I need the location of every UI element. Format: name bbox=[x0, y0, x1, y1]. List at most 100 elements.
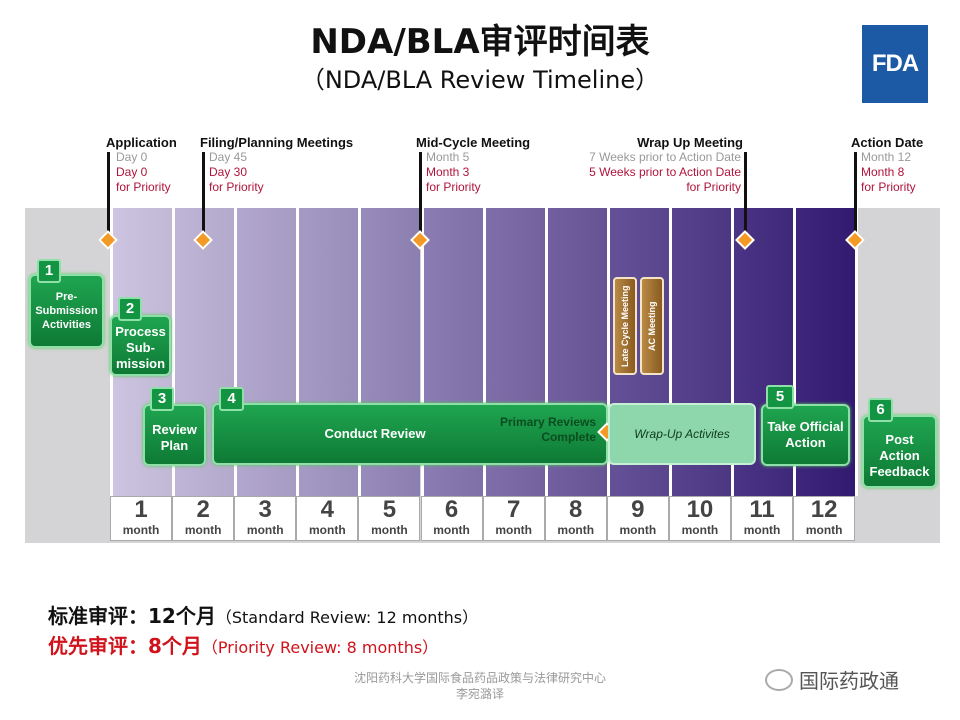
milestone-mid-cycle: Mid-Cycle Meeting Month 5 Month 3 for Prio… bbox=[416, 135, 530, 195]
priority-time: 5 Weeks prior to Action Date bbox=[589, 165, 741, 179]
standard-time: Month 12 bbox=[861, 150, 912, 164]
wechat-icon bbox=[765, 668, 793, 691]
standard-time: Day 0 bbox=[116, 150, 148, 164]
standard-english: （Standard Review: 12 months） bbox=[215, 608, 479, 627]
month-number: 3 bbox=[258, 496, 272, 523]
milestone-heading: Action Date bbox=[851, 135, 924, 150]
priority-label: 优先审评： bbox=[48, 634, 148, 658]
step-6-number: 6 bbox=[868, 398, 893, 422]
watermark-text: 国际药政通 bbox=[799, 669, 899, 693]
step-5-number: 5 bbox=[766, 385, 794, 409]
priority-note: for Priority bbox=[426, 180, 481, 194]
month-unit: month bbox=[557, 523, 595, 537]
month-cell: 4 month bbox=[296, 496, 359, 541]
priority-time: Day 30 bbox=[209, 165, 248, 179]
marker-line bbox=[202, 152, 205, 232]
standard-time: Month 5 bbox=[426, 150, 470, 164]
milestone-filing: Filing/Planning Meetings Day 45 Day 30 for… bbox=[200, 135, 353, 195]
month-unit: month bbox=[371, 523, 408, 537]
month-number: 8 bbox=[569, 496, 583, 523]
marker-line bbox=[854, 152, 857, 232]
milestone-wrap-up: Wrap Up Meeting 7 Weeks prior to Action … bbox=[560, 135, 743, 195]
month-cell: 7 month bbox=[482, 496, 545, 541]
standard-time: 7 Weeks prior to Action Date bbox=[589, 150, 741, 164]
month-number: 12 bbox=[810, 496, 838, 523]
marker-line bbox=[744, 152, 747, 232]
month-unit: month bbox=[681, 523, 719, 537]
ac-meeting: AC Meeting bbox=[640, 277, 664, 375]
marker-line bbox=[419, 152, 422, 232]
late-cycle-meeting: Late Cycle Meeting bbox=[613, 277, 637, 375]
month-number: 6 bbox=[444, 496, 459, 523]
milestone-action-date: Action Date Month 12 Month 8 for Priority bbox=[851, 135, 923, 195]
milestone-heading: Wrap Up Meeting bbox=[637, 135, 743, 150]
page-title: NDA/BLA审评时间表 bbox=[310, 22, 650, 62]
month-number: 9 bbox=[631, 496, 645, 523]
priority-time: Month 3 bbox=[426, 165, 470, 179]
month-cell: 10 month bbox=[668, 496, 731, 541]
priority-time: Month 8 bbox=[861, 165, 905, 179]
page-subtitle: （NDA/BLA Review Timeline） bbox=[300, 66, 660, 94]
step-2-box: Process Sub-mission bbox=[110, 315, 171, 376]
footer-institution: 沈阳药科大学国际食品药品政策与法律研究中心 bbox=[353, 671, 606, 685]
milestone-heading: Filing/Planning Meetings bbox=[200, 135, 354, 150]
wrap-up-activities-box: Wrap-Up Activites bbox=[608, 403, 756, 465]
step-6-box: Post Action Feedback bbox=[862, 415, 937, 488]
footer-credit: 沈阳药科大学国际食品药品政策与法律研究中心 李宛潞译 bbox=[300, 670, 660, 702]
month-cell: 11 month bbox=[731, 496, 794, 541]
month-number: 10 bbox=[686, 496, 714, 523]
step-3-number: 3 bbox=[150, 387, 174, 411]
month-cell: 12 month bbox=[793, 496, 856, 541]
month-unit: month bbox=[122, 523, 160, 537]
month-number: 4 bbox=[320, 496, 335, 523]
priority-english: （Priority Review: 8 months） bbox=[201, 638, 439, 657]
month-number: 2 bbox=[196, 496, 210, 523]
month-number: 5 bbox=[382, 496, 397, 523]
standard-time: Day 45 bbox=[209, 150, 248, 164]
step-2-number: 2 bbox=[118, 297, 142, 321]
month-number: 11 bbox=[749, 496, 775, 523]
step-1-number: 1 bbox=[37, 259, 61, 283]
month-cell: 2 month bbox=[172, 496, 235, 541]
column-divider bbox=[855, 208, 859, 496]
month-unit: month bbox=[805, 523, 843, 537]
step-3-box: Review Plan bbox=[143, 404, 206, 466]
primary-reviews-complete: Primary Reviews Complete bbox=[499, 415, 596, 444]
month-cell: 5 month bbox=[358, 496, 421, 541]
step-4-box: Conduct Review bbox=[212, 403, 608, 465]
month-unit: month bbox=[309, 523, 346, 537]
month-unit: month bbox=[246, 523, 284, 537]
month-unit: month bbox=[433, 523, 470, 537]
priority-note: for Priority bbox=[686, 180, 741, 194]
month-cell: 3 month bbox=[234, 496, 297, 541]
priority-time: Day 0 bbox=[116, 165, 148, 179]
month-cell: 9 month bbox=[606, 496, 669, 541]
month-cell: 1 month bbox=[110, 496, 173, 541]
month-number: 1 bbox=[134, 496, 148, 523]
month-cell: 8 month bbox=[544, 496, 607, 541]
step-5-box: Take Official Action bbox=[761, 404, 850, 466]
priority-review-summary: 优先审评：8个月（Priority Review: 8 months） bbox=[48, 630, 438, 659]
step-1-box: Pre-Submission Activities bbox=[29, 274, 104, 348]
step-4-number: 4 bbox=[219, 387, 244, 411]
fda-logo: FDA bbox=[862, 25, 928, 103]
priority-note: for Priority bbox=[209, 180, 264, 194]
standard-review-summary: 标准审评：12个月（Standard Review: 12 months） bbox=[48, 600, 478, 629]
month-cell: 6 month bbox=[420, 496, 483, 541]
milestone-application: Application Day 0 Day 0 for Priority bbox=[106, 135, 177, 195]
month-unit: month bbox=[184, 523, 222, 537]
footer-translator: 李宛潞译 bbox=[455, 687, 504, 701]
marker-line bbox=[107, 152, 110, 232]
standard-label: 标准审评： bbox=[48, 604, 148, 628]
standard-value: 12个月 bbox=[148, 604, 216, 628]
milestone-heading: Mid-Cycle Meeting bbox=[416, 135, 531, 150]
month-unit: month bbox=[495, 523, 532, 537]
month-unit: month bbox=[619, 523, 657, 537]
priority-value: 8个月 bbox=[148, 634, 202, 658]
month-number: 7 bbox=[506, 496, 521, 523]
milestone-heading: Application bbox=[106, 135, 177, 150]
watermark: 国际药政通 bbox=[765, 665, 899, 694]
priority-note: for Priority bbox=[861, 180, 916, 194]
month-unit: month bbox=[743, 523, 781, 537]
priority-note: for Priority bbox=[116, 180, 171, 194]
